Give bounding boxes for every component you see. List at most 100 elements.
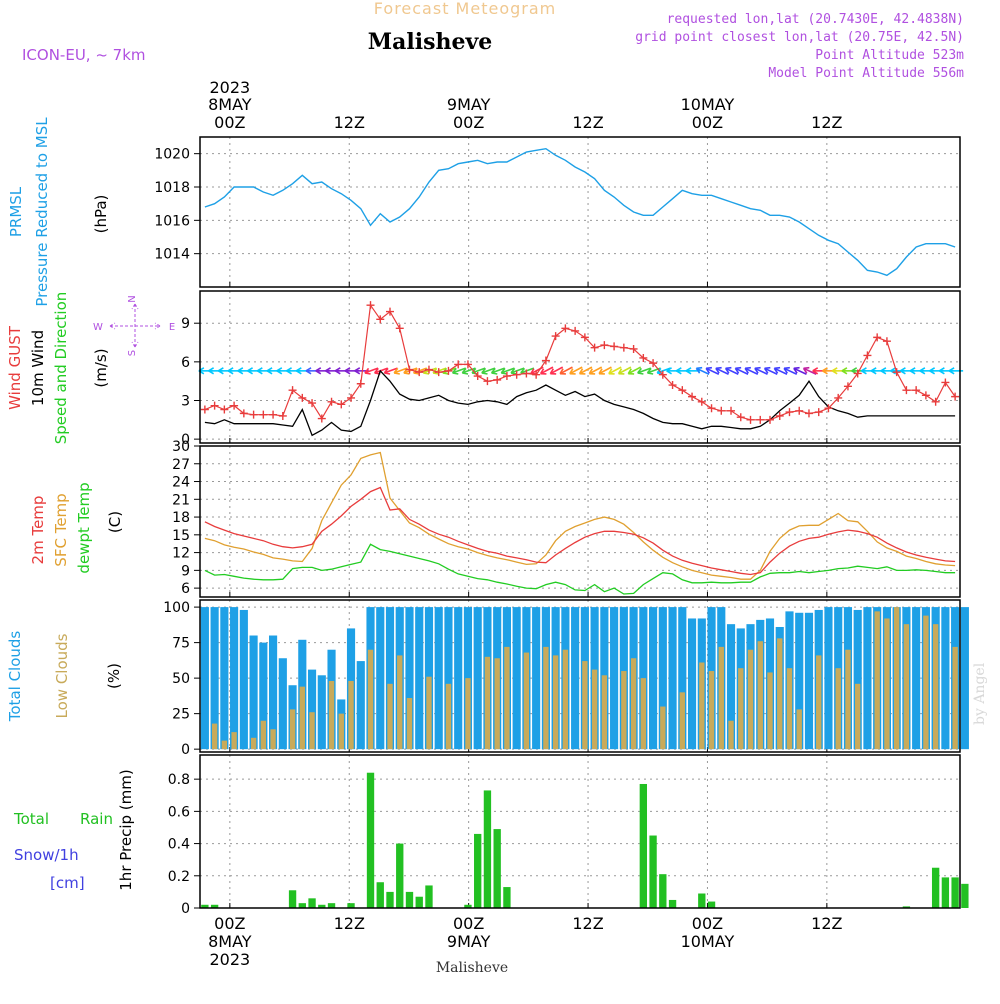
panel-clouds: 0 25 50 75 100 Total Clouds Low Clouds (%) xyxy=(6,599,969,758)
precip-axis-label: 1hr Precip (mm) xyxy=(117,769,135,890)
wind-arrow-head xyxy=(685,367,692,375)
low-cloud-bar xyxy=(543,646,549,750)
gust-point xyxy=(834,393,843,402)
y-tick-label: 18 xyxy=(172,510,190,526)
gust-point xyxy=(873,333,882,342)
low-cloud-bar xyxy=(786,668,793,750)
precip-bar xyxy=(931,867,940,908)
gust-point xyxy=(532,370,541,379)
wind-arrow-head xyxy=(295,367,302,375)
precip-bar xyxy=(649,835,657,908)
gust-point xyxy=(580,333,589,342)
precip-bar xyxy=(201,904,209,908)
low-cloud-bar xyxy=(406,698,413,750)
y-tick-label: 1020 xyxy=(154,147,190,163)
gust-point xyxy=(269,410,278,419)
bottom-time-label: 12Z xyxy=(334,914,365,933)
wind-arrow-head xyxy=(909,367,916,375)
wind-arrow-shaft xyxy=(559,366,573,375)
wind-arrow-shaft xyxy=(754,367,768,375)
compass-north: N xyxy=(127,295,138,302)
precip-bar xyxy=(659,874,667,908)
gust-point xyxy=(629,344,638,353)
total-cloud-bar xyxy=(687,618,697,750)
top-time-label: 00Z xyxy=(214,113,245,132)
point-altitude: Point Altitude 523m xyxy=(815,48,964,63)
wind-arrow xyxy=(773,366,788,375)
total-cloud-bar xyxy=(405,607,414,750)
gust-point xyxy=(434,368,443,377)
low-cloud-bar xyxy=(952,646,958,750)
gust-point xyxy=(571,326,580,335)
sfc-temp-line xyxy=(204,451,956,580)
low-cloud-bar xyxy=(728,720,734,750)
gust-point xyxy=(347,393,356,402)
gust-point xyxy=(473,372,482,381)
temp-2m-label: 2m Temp xyxy=(29,496,47,565)
gust-point xyxy=(717,406,726,415)
wind-arrow-head xyxy=(286,367,292,375)
wind-arrow-shaft xyxy=(744,367,759,375)
wind-arrow xyxy=(461,367,476,375)
wind-arrow-shaft xyxy=(705,367,720,375)
gust-point xyxy=(766,415,774,424)
gust-point xyxy=(600,341,609,350)
location-title: Malisheve xyxy=(368,29,492,55)
wind-arrow-shaft xyxy=(549,366,564,375)
wind-arrow-shaft xyxy=(725,367,739,375)
gust-point xyxy=(921,391,930,400)
wind-arrow-shaft xyxy=(384,367,398,374)
wind-arrow xyxy=(490,367,505,375)
top-time-label: 10MAY xyxy=(681,95,735,114)
wind-arrow-head xyxy=(627,368,635,375)
gust-point xyxy=(200,405,209,414)
wind-arrow-head xyxy=(773,366,781,374)
wind-arrow-head xyxy=(929,367,936,375)
wind-arrow-head xyxy=(666,367,672,375)
wind-arrow-head xyxy=(841,367,848,375)
low-cloud-bar xyxy=(591,669,598,750)
y-tick-label: 24 xyxy=(172,475,190,491)
precip-bar xyxy=(668,899,677,908)
precip-bar xyxy=(405,891,414,908)
wind-arrow-head xyxy=(354,367,361,375)
total-cloud-bar xyxy=(444,607,453,750)
low-cloud-bar xyxy=(718,646,724,750)
wind-arrow xyxy=(617,366,632,375)
total-cloud-bar xyxy=(649,607,658,750)
wind-arrow xyxy=(802,366,817,375)
wind-arrow xyxy=(500,367,515,375)
gust-point xyxy=(561,324,570,333)
gust-point xyxy=(649,359,658,368)
gust-point xyxy=(444,366,453,375)
bottom-time-label: 00Z xyxy=(692,914,723,933)
y-tick-label: 0.8 xyxy=(168,772,190,788)
gust-point xyxy=(493,375,502,384)
wind-arrow-shaft xyxy=(462,367,476,374)
wind-arrow xyxy=(364,367,379,375)
wind-arrow-head xyxy=(500,367,508,375)
low-cloud-bar xyxy=(738,668,744,750)
precip-bar xyxy=(318,904,326,908)
top-time-label: 12Z xyxy=(572,113,603,132)
compass-rose: N S W E xyxy=(93,295,175,356)
wind-arrow xyxy=(695,366,710,375)
dewpt-label: dewpt Temp xyxy=(75,482,93,573)
total-cloud-bar xyxy=(912,607,921,750)
wind-arrow xyxy=(393,367,408,375)
total-cloud-bar xyxy=(259,642,268,750)
wind-arrow-head xyxy=(217,367,224,375)
low-cloud-bar xyxy=(679,692,685,750)
y-tick-label: 1014 xyxy=(154,247,190,263)
low-cloud-bar xyxy=(884,618,890,750)
low-cloud-bar xyxy=(660,706,666,750)
precip-bar xyxy=(941,877,950,908)
total-cloud-bar xyxy=(668,607,677,750)
gust-line xyxy=(204,303,956,421)
low-cloud-bar xyxy=(777,638,783,750)
wind-arrow-shaft xyxy=(627,366,642,375)
wind-arrow xyxy=(724,366,739,375)
y-tick-label: 27 xyxy=(172,457,190,473)
